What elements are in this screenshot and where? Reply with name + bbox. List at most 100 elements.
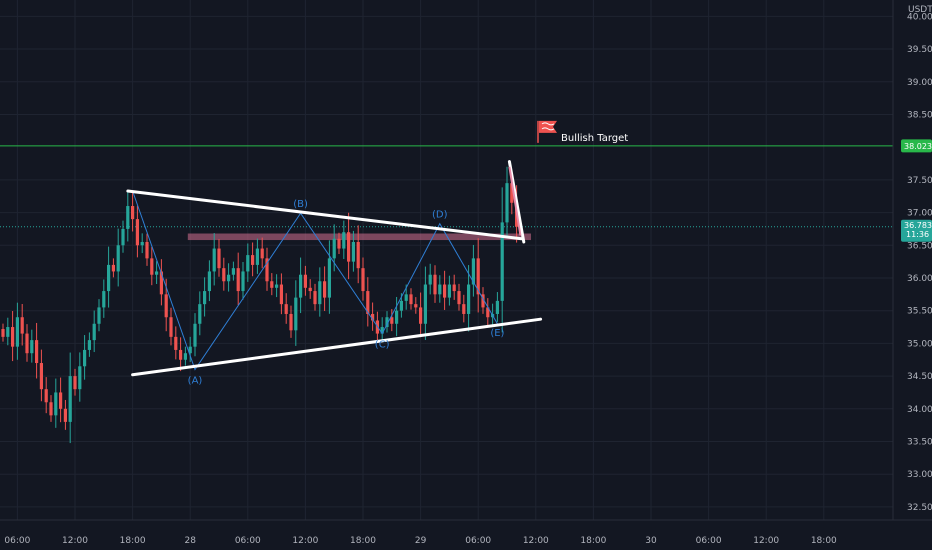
candle-body (111, 264, 115, 272)
candle-body (332, 238, 336, 259)
current-price-badge: 36.783 11:36 (901, 219, 932, 242)
current-price-label: 36.783 (904, 221, 932, 230)
candle-body (337, 238, 341, 249)
candle-body (83, 349, 87, 367)
wave-label: (B) (293, 199, 308, 210)
time-tick-label: 18:00 (350, 536, 376, 546)
candle-body (361, 268, 365, 292)
candle-body (107, 264, 111, 292)
candle-body (121, 228, 125, 246)
price-tick-label: 33.500 (907, 438, 932, 448)
bullish-target-marker[interactable]: Bullish Target (537, 120, 628, 144)
candle-body (30, 340, 34, 354)
time-tick-label: 06:00 (4, 536, 30, 546)
candle-body (145, 242, 149, 259)
candle-body (457, 291, 461, 305)
price-tick-label: 35.500 (907, 307, 932, 317)
wave-label: (C) (375, 340, 390, 351)
flag-stripes (541, 122, 555, 131)
candle-body (399, 300, 403, 311)
time-tick-label: 06:00 (235, 536, 261, 546)
price-axis-background (893, 0, 932, 520)
candle-body (270, 281, 274, 288)
candle-body (207, 271, 211, 292)
candle-body (390, 317, 394, 324)
wave-label: (D) (432, 210, 448, 221)
candle-body (313, 291, 317, 305)
time-tick-label: 18:00 (120, 536, 146, 546)
currency-label: USDT (908, 5, 932, 15)
candle-body (11, 327, 15, 347)
candle-body (409, 294, 413, 305)
candle-body (351, 242, 355, 262)
time-tick-label: 12:00 (753, 536, 779, 546)
price-tick-label: 34.000 (907, 405, 932, 415)
trendline-lower[interactable] (131, 317, 543, 377)
candle-body (303, 274, 307, 288)
candle-body (87, 340, 91, 350)
bar-countdown: 11:36 (906, 230, 929, 239)
candle-body (327, 258, 331, 298)
candle-body (188, 346, 192, 354)
candle-body (140, 242, 144, 246)
price-tick-label: 34.500 (907, 372, 932, 382)
candle-body (443, 284, 447, 298)
target-price-label: 38.023 (904, 142, 932, 151)
resistance-zone (187, 233, 532, 241)
candle-body (63, 408, 67, 422)
trendline-breakout-top[interactable] (507, 160, 526, 244)
candle-body (169, 317, 173, 337)
wave-path (132, 190, 498, 371)
candle-body (193, 323, 197, 347)
candle-body (44, 389, 48, 403)
candle-body (241, 271, 245, 292)
candle-body (495, 300, 499, 314)
candle-body (433, 274, 437, 295)
time-tick-label: 30 (645, 536, 657, 546)
time-axis-background (0, 520, 932, 550)
candle-body (342, 232, 346, 249)
candle-body (476, 258, 480, 295)
candle-body (222, 268, 226, 282)
candle-body (159, 271, 163, 295)
price-tick-label: 38.500 (907, 110, 932, 120)
candle-body (203, 291, 207, 305)
candle-body (371, 313, 375, 321)
flag-icon (537, 120, 557, 143)
candle-body (164, 294, 168, 318)
candle-body (135, 219, 139, 246)
target-badge-bg (901, 139, 932, 153)
candle-body (183, 353, 187, 360)
trendlines[interactable] (126, 160, 543, 377)
candle-body (131, 206, 135, 220)
candle-body (102, 291, 106, 308)
candle-body (428, 274, 432, 285)
candle-body (395, 310, 399, 324)
time-tick-label: 18:00 (580, 536, 606, 546)
candle-body (404, 294, 408, 301)
candle-body (6, 327, 10, 337)
price-tick-label: 35.000 (907, 339, 932, 349)
candle-body (385, 317, 389, 328)
candle-body (198, 304, 202, 324)
price-tick-label: 36.000 (907, 274, 932, 284)
wave-labels: (A) (B) (C) (D) (E) (188, 199, 505, 386)
time-axis[interactable]: 06:00 12:00 18:00 28 06:00 12:00 18:00 29 06:00 1… (0, 519, 932, 550)
candle-body (308, 287, 312, 292)
candle-body (231, 268, 235, 275)
candle-body (323, 281, 327, 298)
candles (1, 166, 519, 444)
price-axis[interactable]: 40.000 39.500 39.000 38.500 37.500 37.000 36.5… (892, 0, 932, 520)
candle-body (126, 206, 130, 229)
candle-body (73, 376, 77, 390)
price-axis-labels: 40.000 39.500 39.000 38.500 37.500 37.000 36.5… (907, 12, 932, 513)
candle-body (54, 392, 58, 416)
candle-body (414, 304, 418, 308)
candle-body (227, 274, 231, 282)
candle-body (294, 297, 298, 331)
time-tick-label: 12:00 (292, 536, 318, 546)
price-tick-label: 37.000 (907, 209, 932, 219)
candle-body (49, 402, 53, 416)
trendline-upper[interactable] (126, 189, 523, 241)
